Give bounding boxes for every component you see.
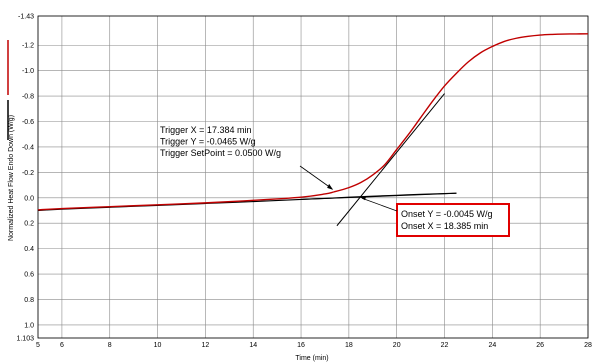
series-lines: [37, 33, 589, 212]
x-tick-label: 20: [393, 342, 401, 349]
x-tick-label: 18: [345, 342, 353, 349]
x-tick-label: 16: [297, 342, 305, 349]
x-tick-label: 14: [249, 342, 257, 349]
trigger-annotation-line-1: Trigger X = 17.384 min: [160, 125, 251, 135]
y-tick-label: -0.8: [22, 94, 34, 101]
annotations: Trigger X = 17.384 min Trigger Y = -0.046…: [160, 125, 510, 237]
x-tick-label: 28: [584, 342, 592, 349]
trigger-annotation-line-2: Trigger Y = -0.0465 W/g: [160, 137, 256, 147]
y-tick-label: -0.2: [22, 170, 34, 177]
tangent-lines: [301, 93, 457, 227]
trigger-annotation-line-3: Trigger SetPoint = 0.0500 W/g: [160, 148, 281, 158]
x-tick-label: 6: [60, 342, 64, 349]
x-tick-label: 22: [441, 342, 449, 349]
x-tick-label: 8: [108, 342, 112, 349]
onset-box: [396, 203, 510, 237]
onset-arrow-head: [360, 196, 367, 201]
x-tick-label: 12: [201, 342, 209, 349]
y-tick-label: -0.6: [22, 119, 34, 126]
y-tick-label: 0.6: [24, 272, 34, 279]
y-tick-label: 1.103: [16, 336, 34, 343]
y-tick-label: 0.0: [24, 195, 34, 202]
plot-frame: [37, 15, 589, 339]
y-tick-label: -0.4: [22, 144, 34, 151]
x-axis-label: Time (min): [295, 355, 328, 362]
y-tick-label: 0.2: [24, 221, 34, 228]
onset-box-line-2: Onset X = 18.385 min: [401, 221, 488, 231]
x-tick-label: 10: [154, 342, 162, 349]
trigger-leader-line: [299, 165, 333, 190]
x-tick-label: 5: [36, 342, 40, 349]
trigger-arrow-head: [327, 183, 334, 190]
x-tick-label: 24: [488, 342, 496, 349]
onset-leader-line: [361, 197, 398, 212]
y-tick-label: -1.2: [22, 43, 34, 50]
x-axis-ticks: 5 6 8 10 12 14 16 18 20 22 24 26 28: [36, 342, 592, 349]
y-axis-ticks: -1.43 -1.2 -1.0 -0.8 -0.6 -0.4 -0.2 0.0 0.2 0.4 0.…: [16, 14, 34, 343]
series-line-red: [37, 33, 589, 211]
y-tick-label: -1.43: [18, 14, 34, 21]
plot-border: [37, 15, 589, 339]
y-axis-label: Normalized Heat Flow Endo Down (W/g): [8, 115, 15, 241]
y-tick-label: 0.4: [24, 246, 34, 253]
grid: [37, 15, 589, 339]
tangent-line-2: [301, 192, 457, 200]
x-tick-label: 26: [536, 342, 544, 349]
y-tick-label: 1.0: [24, 322, 34, 329]
onset-box-line-1: Onset Y = -0.0045 W/g: [401, 209, 492, 219]
tangent-line-1: [336, 93, 445, 227]
y-tick-label: -1.0: [22, 68, 34, 75]
y-tick-label: 0.8: [24, 297, 34, 304]
